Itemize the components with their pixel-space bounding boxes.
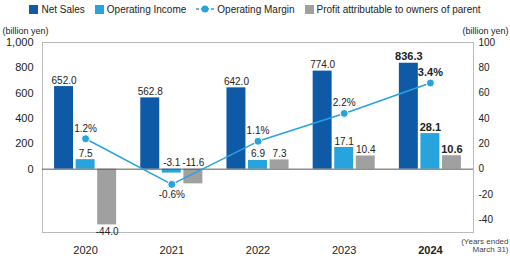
svg-text:3.4%: 3.4% [418, 66, 443, 78]
svg-text:400: 400 [15, 112, 33, 124]
svg-text:2022: 2022 [246, 244, 270, 256]
svg-text:642.0: 642.0 [224, 76, 249, 87]
svg-text:2021: 2021 [160, 244, 184, 256]
svg-text:-11.6: -11.6 [182, 157, 204, 168]
svg-text:(billion yen): (billion yen) [462, 26, 508, 36]
svg-text:-40: -40 [479, 214, 494, 225]
svg-text:600: 600 [15, 87, 33, 99]
svg-text:10.6: 10.6 [441, 143, 462, 155]
svg-text:652.0: 652.0 [52, 75, 77, 86]
svg-text:-0.6%: -0.6% [159, 189, 185, 200]
html-text:Net Sales: Net Sales [41, 3, 85, 15]
svg-text:0: 0 [479, 163, 485, 174]
svg-text:1.2%: 1.2% [74, 123, 97, 134]
html-text:Operating Income: Operating Income [106, 3, 187, 15]
svg-text:(Years endedMarch 31): (Years endedMarch 31) [461, 237, 509, 254]
svg-text:(billion yen): (billion yen) [3, 26, 49, 36]
svg-text:80: 80 [479, 62, 491, 73]
svg-text:-3.1: -3.1 [163, 157, 181, 168]
svg-text:10.4: 10.4 [356, 144, 376, 155]
svg-text:200: 200 [15, 137, 33, 149]
svg-text:7.3: 7.3 [273, 148, 287, 159]
svg-text:2023: 2023 [332, 244, 356, 256]
html-text:Operating Margin: Operating Margin [217, 3, 295, 15]
svg-text:6.9: 6.9 [251, 148, 265, 159]
svg-text:2.2%: 2.2% [333, 97, 356, 108]
svg-text:60: 60 [479, 87, 491, 98]
svg-text:562.8: 562.8 [138, 86, 163, 97]
svg-text:836.3: 836.3 [395, 50, 423, 62]
svg-text:-20: -20 [479, 189, 494, 200]
svg-text:40: 40 [479, 113, 491, 124]
svg-text:1,000: 1,000 [6, 36, 34, 48]
svg-text:2024: 2024 [418, 244, 443, 256]
svg-text:-44.0: -44.0 [96, 226, 119, 237]
svg-text:100: 100 [479, 37, 496, 48]
svg-text:20: 20 [479, 138, 491, 149]
svg-text:17.1: 17.1 [334, 136, 354, 147]
svg-text:2020: 2020 [73, 244, 97, 256]
svg-text:7.5: 7.5 [79, 148, 93, 159]
svg-text:28.1: 28.1 [420, 121, 441, 133]
svg-text:774.0: 774.0 [310, 59, 335, 70]
svg-text:800: 800 [15, 61, 33, 73]
svg-text:0: 0 [27, 163, 33, 175]
html-text:Profit attributable to owners: Profit attributable to owners of parent [316, 3, 481, 15]
svg-text:1.1%: 1.1% [247, 125, 270, 136]
